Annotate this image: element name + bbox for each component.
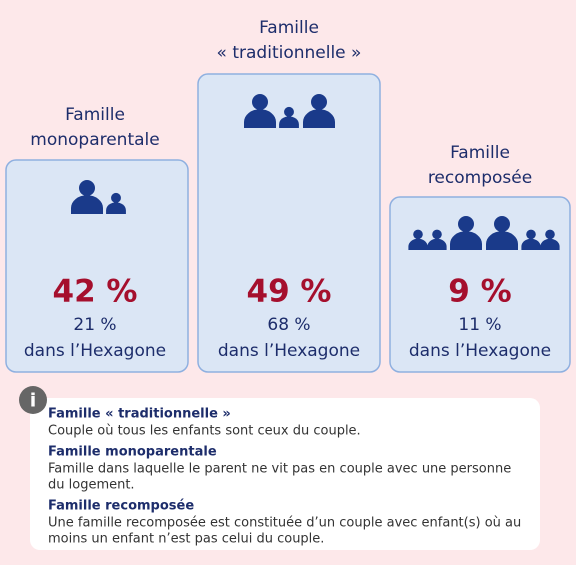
definition-text: Famille dans laquelle le parent ne vit p… bbox=[48, 462, 511, 477]
family-title: Famille bbox=[65, 105, 125, 125]
family-title: monoparentale bbox=[30, 130, 159, 150]
family-card bbox=[197, 73, 381, 373]
info-icon-letter: i bbox=[30, 390, 37, 412]
person-body bbox=[486, 231, 518, 250]
family-share: 49 % bbox=[247, 274, 332, 310]
definition-text: Couple où tous les enfants sont ceux du … bbox=[48, 424, 361, 439]
person-head bbox=[494, 216, 510, 232]
hexagone-share: 21 % bbox=[73, 315, 116, 335]
definition-term: Famille monoparentale bbox=[48, 445, 217, 460]
family-title: « traditionnelle » bbox=[217, 43, 362, 63]
info-box bbox=[30, 398, 540, 550]
info-icon bbox=[19, 386, 47, 414]
family-title: Famille bbox=[450, 143, 510, 163]
person-head bbox=[545, 229, 555, 240]
definition-term: Famille recomposée bbox=[48, 499, 194, 514]
definition-term: Famille « traditionnelle » bbox=[48, 407, 231, 422]
person-body bbox=[450, 231, 482, 250]
person-head bbox=[111, 192, 121, 203]
hexagone-share: 68 % bbox=[267, 315, 310, 335]
hexagone-share: 11 % bbox=[458, 315, 501, 335]
people-icons bbox=[71, 94, 560, 250]
person-body bbox=[279, 116, 299, 128]
definition-text: Une famille recomposée est constituée d’… bbox=[48, 516, 521, 531]
person-body bbox=[540, 238, 560, 250]
hexagone-label: dans l’Hexagone bbox=[24, 341, 166, 361]
family-card bbox=[5, 159, 189, 373]
person-body bbox=[521, 238, 541, 250]
family-title: Famille bbox=[259, 18, 319, 38]
person-head bbox=[252, 94, 268, 110]
person-body bbox=[303, 109, 335, 128]
person-head bbox=[458, 216, 474, 232]
hexagone-label: dans l’Hexagone bbox=[409, 341, 551, 361]
definition-text: du logement. bbox=[48, 478, 135, 493]
person-body bbox=[427, 238, 447, 250]
family-title: recomposée bbox=[428, 168, 532, 188]
person-head bbox=[432, 229, 442, 240]
person-body bbox=[71, 195, 103, 214]
person-head bbox=[79, 180, 95, 196]
person-body bbox=[408, 238, 428, 250]
family-share: 9 % bbox=[448, 274, 511, 310]
definition-text: moins un enfant n’est pas celui du coupl… bbox=[48, 532, 324, 547]
person-head bbox=[311, 94, 327, 110]
person-head bbox=[413, 229, 423, 240]
person-body bbox=[244, 109, 276, 128]
person-head bbox=[526, 229, 536, 240]
hexagone-label: dans l’Hexagone bbox=[218, 341, 360, 361]
family-share: 42 % bbox=[53, 274, 138, 310]
person-head bbox=[284, 106, 294, 117]
person-body bbox=[106, 202, 126, 214]
